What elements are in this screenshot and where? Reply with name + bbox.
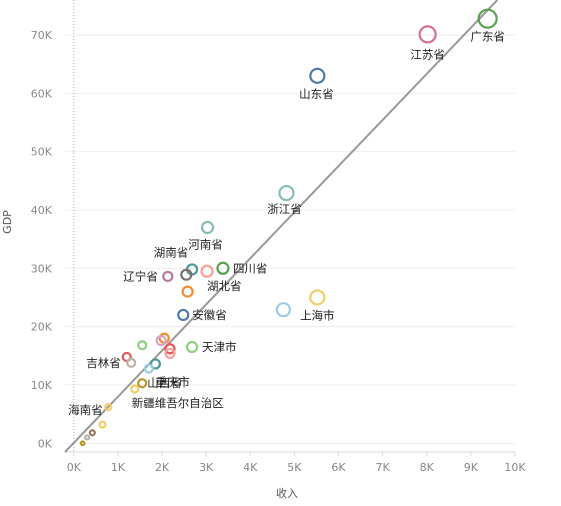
point-label: 湖北省 — [207, 279, 242, 293]
data-point[interactable] — [137, 340, 148, 351]
point-label: 湖南省 — [154, 245, 189, 259]
data-point[interactable] — [149, 358, 162, 370]
point-label: 山东省 — [299, 87, 334, 101]
data-point[interactable] — [180, 268, 193, 281]
x-tick-label: 5K — [287, 461, 302, 474]
y-axis-ticks: 0K 10K 20K 30K 40K 50K 60K 70K — [31, 29, 53, 450]
data-point[interactable] — [130, 384, 140, 394]
point-label: 安徽省 — [192, 308, 227, 322]
point-label: 辽宁省 — [123, 269, 158, 283]
data-point[interactable] — [216, 261, 230, 275]
y-tick-label: 30K — [31, 262, 53, 275]
y-axis-title: GDP — [1, 210, 14, 234]
data-point[interactable] — [309, 67, 326, 84]
data-point[interactable] — [104, 402, 113, 412]
x-tick-label: 6K — [331, 461, 346, 474]
x-tick-label: 9K — [464, 461, 479, 474]
point-label: 山西省 — [147, 376, 182, 390]
point-label: 天津市 — [202, 340, 237, 354]
data-point[interactable] — [185, 340, 199, 354]
y-tick-label: 10K — [31, 379, 53, 392]
data-point[interactable] — [164, 343, 176, 355]
point-label: 重庆市 — [155, 375, 190, 389]
point-label: 浙江省 — [267, 202, 302, 216]
data-point[interactable] — [181, 285, 194, 298]
x-tick-label: 4K — [243, 461, 258, 474]
data-point[interactable] — [143, 363, 154, 374]
x-tick-label: 8K — [420, 461, 435, 474]
data-point[interactable] — [155, 335, 167, 347]
point-label: 海南省 — [68, 403, 103, 417]
point-label: 吉林省 — [86, 356, 121, 370]
data-point[interactable] — [162, 270, 174, 283]
y-tick-label: 20K — [31, 321, 53, 334]
data-point[interactable] — [309, 289, 326, 306]
data-point[interactable] — [164, 347, 176, 360]
data-point[interactable] — [88, 429, 96, 437]
point-label: 广东省 — [470, 30, 505, 44]
y-tick-label: 40K — [31, 204, 53, 217]
data-point[interactable] — [200, 264, 214, 278]
data-points — [79, 8, 498, 447]
y-tick-label: 60K — [31, 87, 53, 100]
point-label: 新疆维吾尔自治区 — [132, 396, 224, 410]
x-tick-label: 1K — [111, 461, 126, 474]
data-point[interactable] — [177, 308, 190, 322]
x-tick-label: 2K — [155, 461, 170, 474]
trend-line — [64, 0, 499, 453]
y-tick-label: 0K — [38, 437, 53, 450]
x-axis-ticks: 0K 1K 2K 3K 4K 5K 6K 7K 8K 9K 10K — [67, 452, 526, 474]
data-point[interactable] — [137, 378, 148, 389]
y-tick-label: 50K — [31, 146, 53, 159]
data-point[interactable] — [83, 434, 91, 441]
point-label: 河南省 — [188, 237, 223, 251]
point-label: 上海市 — [300, 308, 335, 322]
data-point[interactable] — [126, 357, 137, 368]
x-tick-label: 7K — [376, 461, 391, 474]
x-axis-title: 收入 — [276, 486, 298, 500]
data-point[interactable] — [98, 420, 107, 429]
point-label: 江苏省 — [410, 47, 445, 61]
data-point[interactable] — [275, 302, 291, 318]
data-point[interactable] — [418, 25, 437, 44]
data-point[interactable] — [200, 220, 215, 235]
x-tick-label: 0K — [67, 461, 82, 474]
data-point[interactable] — [79, 440, 86, 447]
x-tick-label: 10K — [504, 461, 526, 474]
grid — [65, 34, 515, 444]
data-point[interactable] — [477, 8, 498, 29]
x-tick-label: 3K — [199, 461, 214, 474]
point-label: 四川省 — [233, 261, 267, 275]
data-point[interactable] — [278, 184, 295, 202]
y-tick-label: 70K — [31, 29, 53, 42]
